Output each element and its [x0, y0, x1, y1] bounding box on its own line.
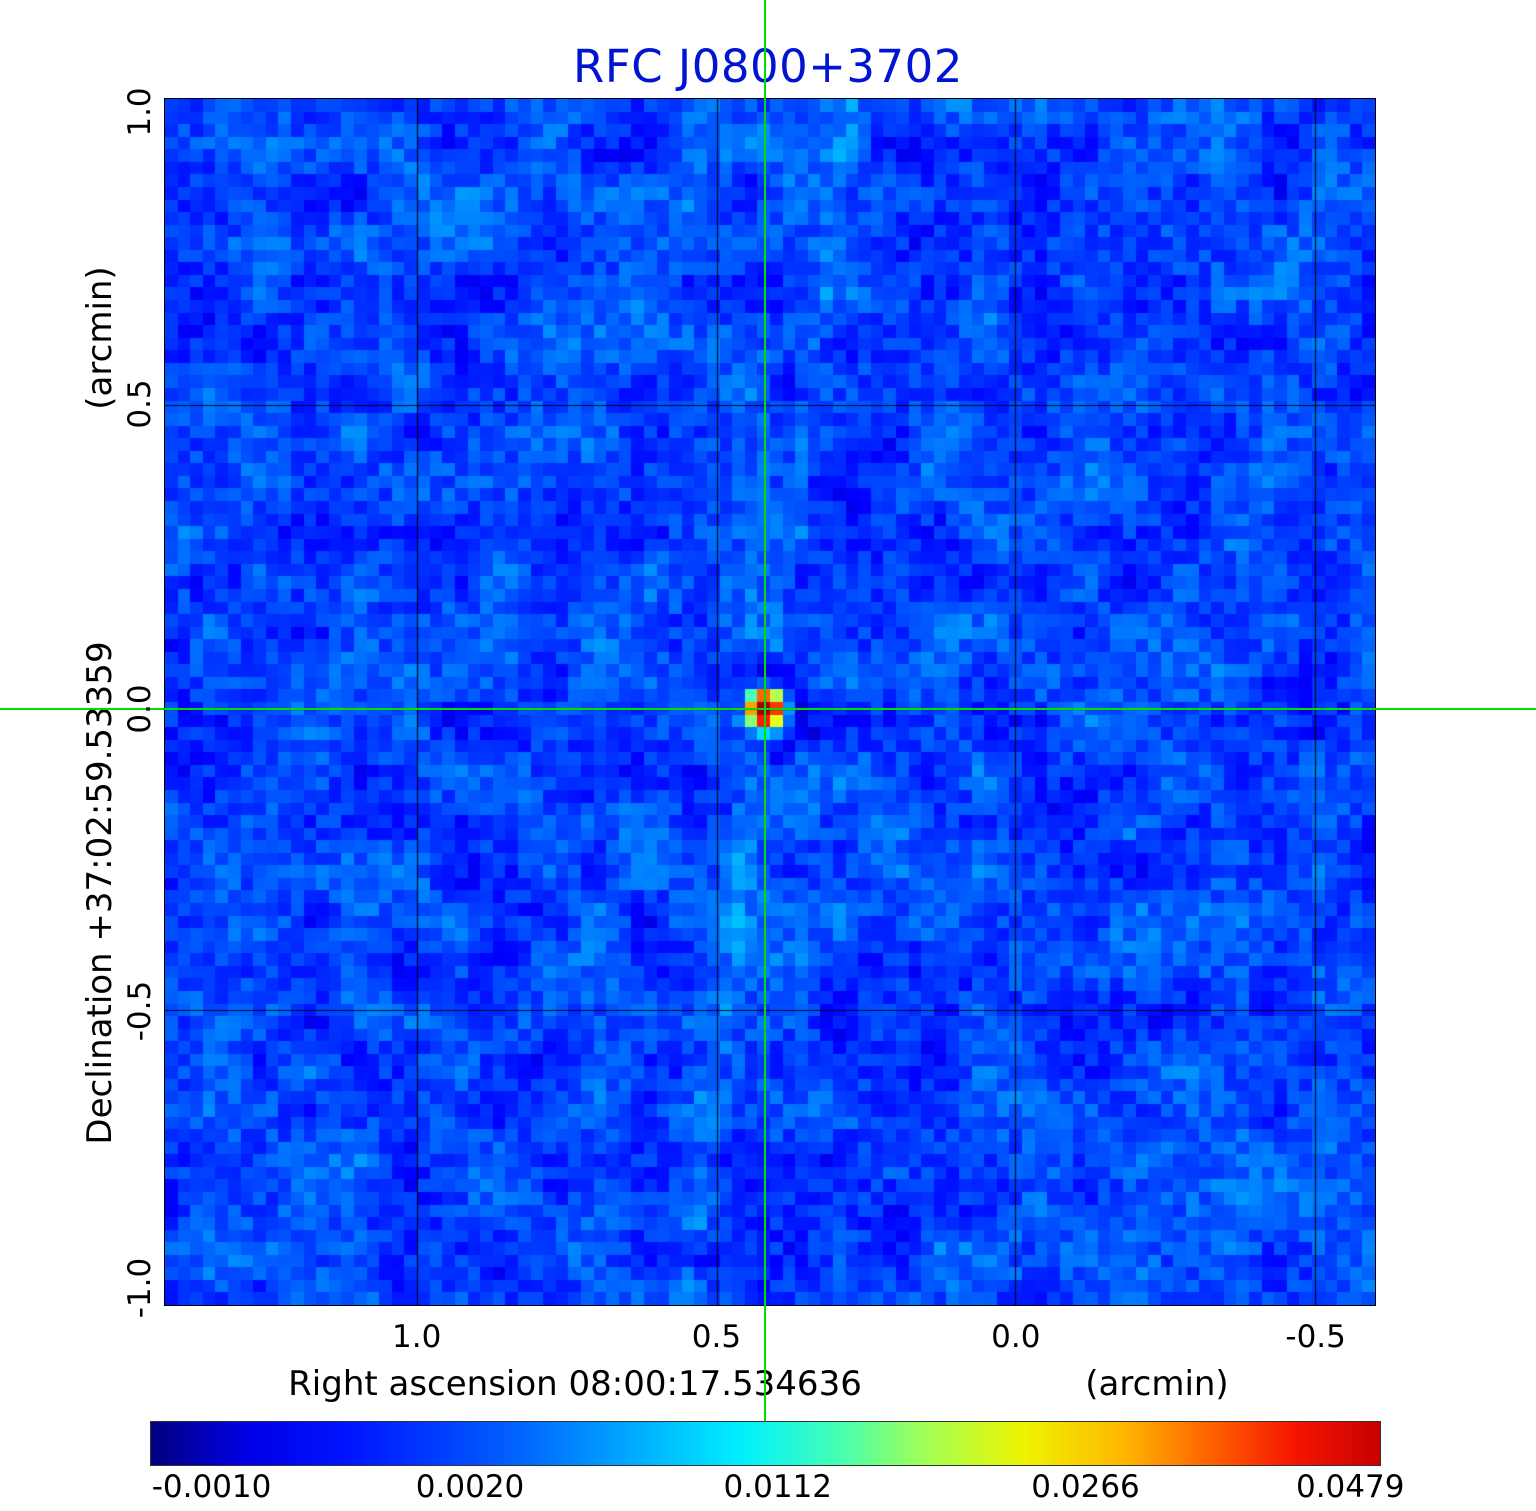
- y-tick-label: -1.0: [122, 1258, 158, 1319]
- y-tick-label: 0.0: [122, 684, 158, 734]
- x-tick-label: 0.5: [691, 1319, 742, 1355]
- x-tick-label: 0.0: [991, 1319, 1041, 1355]
- sky-image-frame: [164, 98, 1376, 1306]
- y-axis-label: Declination +37:02:59.53359: [80, 641, 120, 1145]
- colorbar: [150, 1421, 1381, 1466]
- sky-image-canvas: [165, 99, 1375, 1305]
- crosshair-vertical-line: [764, 0, 767, 1457]
- colorbar-tick-label: -0.0010: [151, 1469, 272, 1505]
- y-tick-label: 0.5: [122, 379, 158, 430]
- colorbar-tick-label: 0.0479: [1295, 1469, 1405, 1505]
- colorbar-tick-label: 0.0266: [1031, 1469, 1140, 1505]
- crosshair-horizontal-line: [0, 708, 1536, 710]
- x-tick-label: -0.5: [1285, 1319, 1346, 1355]
- colorbar-tick-label: 0.0020: [415, 1469, 525, 1505]
- y-tick-label: -0.5: [122, 980, 158, 1041]
- y-tick-label: 1.0: [122, 87, 158, 138]
- colorbar-tick-label: 0.0112: [723, 1469, 833, 1505]
- x-tick-label: 1.0: [392, 1319, 442, 1355]
- x-axis-unit: (arcmin): [1085, 1364, 1229, 1404]
- figure-title: RFC J0800+3702: [573, 40, 963, 93]
- y-axis-unit: (arcmin): [80, 266, 120, 410]
- x-axis-label: Right ascension 08:00:17.534636: [288, 1364, 862, 1404]
